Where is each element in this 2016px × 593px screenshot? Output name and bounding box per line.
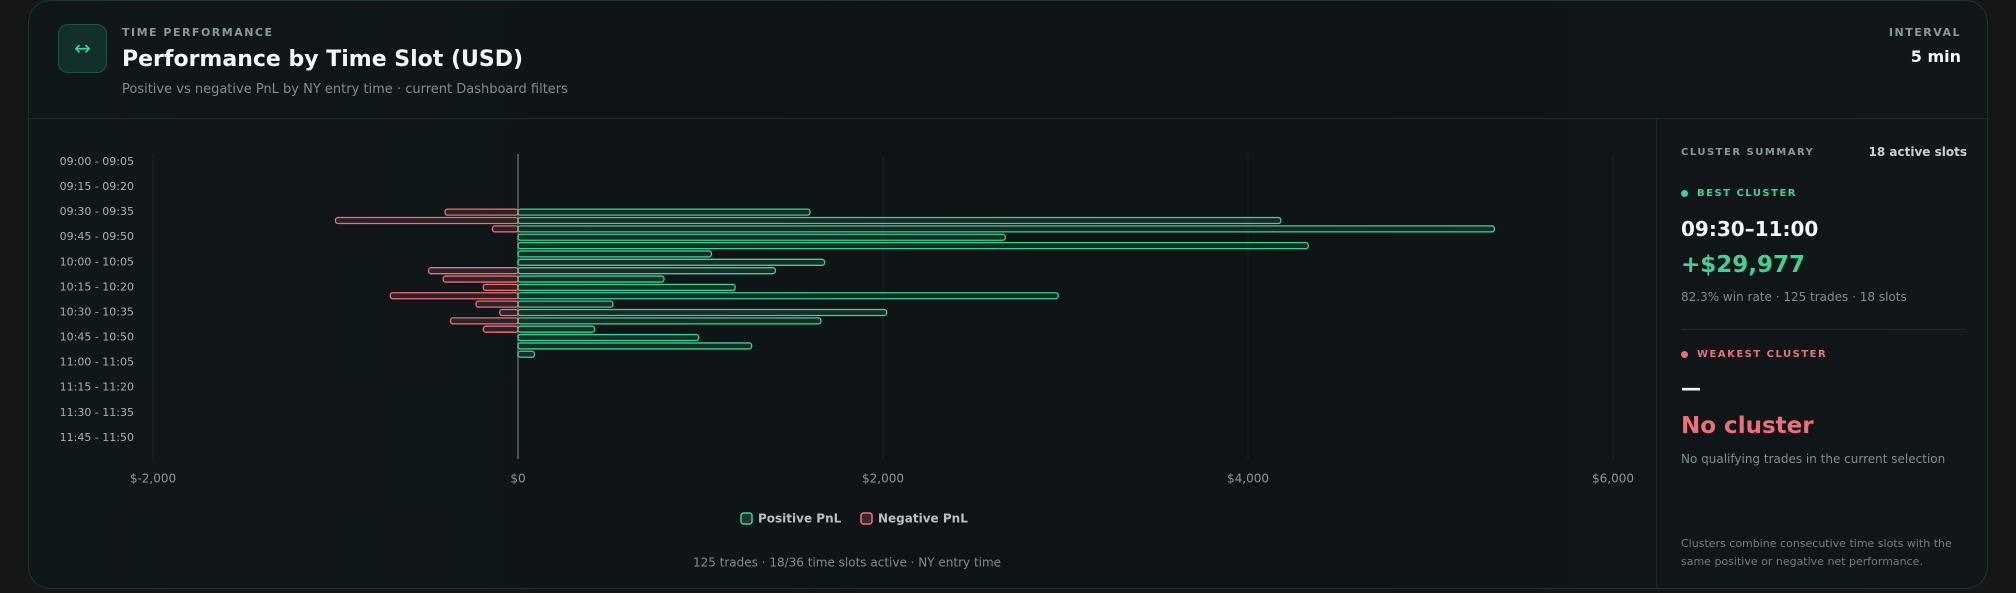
x-tick-label: $6,000 [1592, 472, 1634, 486]
y-tick-label: 09:00 - 09:05 [60, 155, 134, 168]
bar [517, 241, 1309, 250]
summary-title: CLUSTER SUMMARY [1681, 147, 1815, 158]
legend-label: Negative PnL [878, 512, 968, 526]
card: ↔ TIME PERFORMANCE Performance by Time S… [28, 0, 1988, 589]
bar [517, 350, 536, 358]
bar [517, 225, 1496, 233]
weak-range: — [1681, 376, 1701, 400]
y-tick-label: 09:15 - 09:20 [60, 180, 134, 193]
legend-swatch [860, 512, 873, 525]
divider [29, 118, 1987, 119]
bar [517, 283, 736, 292]
bar [517, 333, 700, 342]
legend-swatch [740, 512, 753, 525]
bar [517, 300, 614, 308]
y-tick-label: 10:30 - 10:35 [60, 305, 134, 318]
y-tick-label: 09:45 - 09:50 [60, 230, 134, 243]
best-stats: 82.3% win rate · 125 trades · 18 slots [1681, 290, 1907, 304]
active-slots: 18 active slots [1868, 145, 1967, 159]
subtitle: Positive vs negative PnL by NY entry tim… [122, 82, 568, 97]
dot [1681, 190, 1688, 197]
footnote: 125 trades · 18/36 time slots active · N… [693, 556, 1001, 570]
bar [517, 208, 811, 216]
y-tick-label: 10:15 - 10:20 [60, 280, 134, 293]
bar [517, 250, 713, 258]
bar [517, 292, 1059, 300]
bar [475, 300, 519, 308]
bar [482, 283, 519, 292]
interval-label: INTERVAL [1888, 26, 1961, 39]
bar [517, 267, 776, 275]
bar [499, 308, 519, 317]
x-tick-label: $-2,000 [130, 472, 176, 486]
y-tick-label: 09:30 - 09:35 [60, 205, 134, 218]
best-label: BEST CLUSTER [1697, 188, 1797, 199]
bar [517, 216, 1282, 225]
bar [517, 308, 888, 317]
y-tick-label: 10:00 - 10:05 [60, 255, 134, 268]
y-tick-label: 11:00 - 11:05 [60, 356, 134, 369]
bar [517, 325, 596, 333]
x-tick-label: $0 [510, 472, 525, 486]
bar [442, 275, 519, 283]
weak-label: WEAKEST CLUSTER [1697, 349, 1828, 360]
bar [389, 292, 519, 300]
best-range: 09:30–11:00 [1681, 217, 1819, 241]
bar [444, 208, 519, 216]
divider [1656, 119, 1657, 588]
bar [517, 258, 826, 266]
bar [517, 275, 665, 283]
chart: $-2,000 $0 $2,000 $4,000 $6,000 09:00 - 09:05… [60, 154, 1634, 570]
y-tick-label: 11:45 - 11:50 [60, 431, 134, 444]
bar [427, 267, 519, 275]
bar [517, 342, 753, 350]
x-tick-label: $4,000 [1227, 472, 1269, 486]
weak-stats: No qualifying trades in the current sele… [1681, 452, 1946, 466]
y-tick-label: 10:45 - 10:50 [60, 331, 134, 344]
x-tick-label: $2,000 [862, 472, 904, 486]
icon: ↔ [58, 24, 107, 73]
interval-value: 5 min [1910, 47, 1961, 66]
y-tick-label: 11:15 - 11:20 [60, 381, 134, 394]
bar [334, 216, 519, 225]
y-tick-label: 11:30 - 11:35 [60, 406, 134, 419]
legend-label: Positive PnL [758, 512, 842, 526]
divider [1681, 329, 1966, 330]
bar [482, 325, 519, 333]
kicker: TIME PERFORMANCE [122, 26, 274, 39]
note: Clusters combine consecutive time slots … [1681, 537, 1952, 568]
title: Performance by Time Slot (USD) [122, 47, 524, 72]
weak-value: No cluster [1681, 413, 1814, 439]
bar [517, 233, 1006, 241]
bar [449, 317, 519, 325]
bar [491, 225, 519, 233]
dot [1681, 351, 1688, 358]
bar [517, 317, 822, 325]
best-value: +$29,977 [1681, 252, 1806, 278]
